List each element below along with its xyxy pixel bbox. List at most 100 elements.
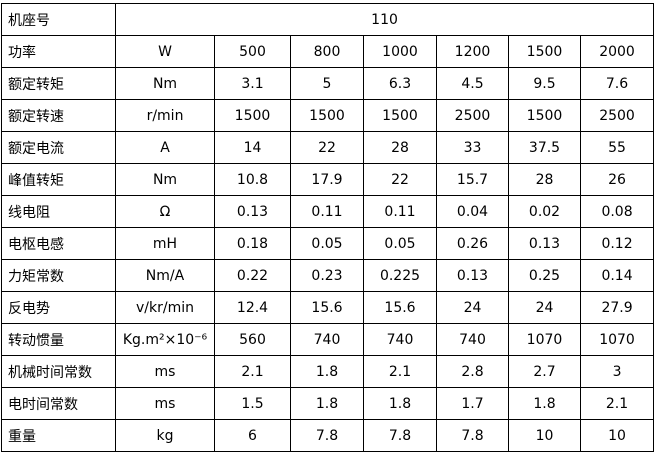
table-row: 机械时间常数 ms 2.1 1.8 2.1 2.8 2.7 3 bbox=[1, 355, 654, 388]
value-cell: 1.8 bbox=[508, 387, 581, 420]
table-row: 额定转速 r/min 1500 1500 1500 2500 1500 2500 bbox=[1, 99, 654, 132]
value-cell: 0.18 bbox=[214, 227, 291, 260]
table-row: 转动惯量 Kg.m²×10⁻⁶ 560 740 740 740 1070 1070 bbox=[1, 323, 654, 356]
value-cell: 2.1 bbox=[363, 355, 437, 388]
unit-cell: ms bbox=[115, 387, 215, 420]
row-label: 额定转速 bbox=[1, 99, 116, 132]
value-cell: 1.8 bbox=[290, 387, 364, 420]
value-cell: 0.04 bbox=[436, 195, 509, 228]
value-cell: 24 bbox=[508, 291, 581, 324]
table-row: 线电阻 Ω 0.13 0.11 0.11 0.04 0.02 0.08 bbox=[1, 195, 654, 228]
value-cell: 2.1 bbox=[579, 387, 654, 420]
row-label: 力矩常数 bbox=[1, 259, 116, 292]
value-cell: 1500 bbox=[290, 99, 364, 132]
unit-cell: Kg.m²×10⁻⁶ bbox=[115, 323, 215, 356]
table-row: 额定转矩 Nm 3.1 5 6.3 4.5 9.5 7.6 bbox=[1, 67, 654, 100]
value-cell: 2.1 bbox=[214, 355, 291, 388]
table-row: 额定电流 A 14 22 28 33 37.5 55 bbox=[1, 131, 654, 164]
value-cell: 6.3 bbox=[363, 67, 437, 100]
value-cell: 2.7 bbox=[508, 355, 581, 388]
unit-cell: kg bbox=[115, 419, 215, 452]
value-cell: 17.9 bbox=[290, 163, 364, 196]
table-row: 反电势 v/kr/min 12.4 15.6 15.6 24 24 27.9 bbox=[1, 291, 654, 324]
value-cell: 0.12 bbox=[579, 227, 654, 260]
spec-table: 机座号 110 功率 W 500 800 1000 1200 1500 2000 额定转矩 Nm 3… bbox=[1, 3, 654, 452]
table-row: 电时间常数 ms 1.5 1.8 1.8 1.7 1.8 2.1 bbox=[1, 387, 654, 420]
value-cell: 7.8 bbox=[436, 419, 509, 452]
table-row: 峰值转矩 Nm 10.8 17.9 22 15.7 28 26 bbox=[1, 163, 654, 196]
value-cell: 1.8 bbox=[290, 355, 364, 388]
unit-cell: Nm bbox=[115, 67, 215, 100]
table-row: 力矩常数 Nm/A 0.22 0.23 0.225 0.13 0.25 0.14 bbox=[1, 259, 654, 292]
unit-cell: Ω bbox=[115, 195, 215, 228]
unit-cell: r/min bbox=[115, 99, 215, 132]
row-label: 电枢电感 bbox=[1, 227, 116, 260]
value-cell: 1500 bbox=[363, 99, 437, 132]
value-cell: 500 bbox=[214, 35, 291, 68]
value-cell: 33 bbox=[436, 131, 509, 164]
header-row: 机座号 110 bbox=[1, 3, 654, 36]
value-cell: 3.1 bbox=[214, 67, 291, 100]
value-cell: 1.7 bbox=[436, 387, 509, 420]
value-cell: 7.6 bbox=[579, 67, 654, 100]
value-cell: 560 bbox=[214, 323, 291, 356]
unit-cell: Nm/A bbox=[115, 259, 215, 292]
unit-cell: mH bbox=[115, 227, 215, 260]
value-cell: 24 bbox=[436, 291, 509, 324]
value-cell: 14 bbox=[214, 131, 291, 164]
value-cell: 37.5 bbox=[508, 131, 581, 164]
value-cell: 3 bbox=[579, 355, 654, 388]
value-cell: 4.5 bbox=[436, 67, 509, 100]
value-cell: 7.8 bbox=[363, 419, 437, 452]
value-cell: 0.05 bbox=[290, 227, 364, 260]
value-cell: 1.5 bbox=[214, 387, 291, 420]
value-cell: 22 bbox=[363, 163, 437, 196]
table-row: 电枢电感 mH 0.18 0.05 0.05 0.26 0.13 0.12 bbox=[1, 227, 654, 260]
row-label: 功率 bbox=[1, 35, 116, 68]
value-cell: 12.4 bbox=[214, 291, 291, 324]
value-cell: 26 bbox=[579, 163, 654, 196]
row-label: 额定转矩 bbox=[1, 67, 116, 100]
value-cell: 0.26 bbox=[436, 227, 509, 260]
value-cell: 15.6 bbox=[290, 291, 364, 324]
header-value: 110 bbox=[114, 3, 654, 36]
value-cell: 0.22 bbox=[214, 259, 291, 292]
row-label: 机械时间常数 bbox=[1, 355, 116, 388]
value-cell: 0.13 bbox=[436, 259, 509, 292]
value-cell: 15.7 bbox=[436, 163, 509, 196]
value-cell: 1070 bbox=[579, 323, 654, 356]
value-cell: 55 bbox=[579, 131, 654, 164]
value-cell: 1070 bbox=[508, 323, 581, 356]
value-cell: 0.13 bbox=[214, 195, 291, 228]
value-cell: 7.8 bbox=[290, 419, 364, 452]
value-cell: 0.08 bbox=[579, 195, 654, 228]
value-cell: 0.05 bbox=[363, 227, 437, 260]
value-cell: 22 bbox=[290, 131, 364, 164]
table-row: 重量 kg 6 7.8 7.8 7.8 10 10 bbox=[1, 419, 654, 452]
value-cell: 1200 bbox=[436, 35, 509, 68]
row-label: 电时间常数 bbox=[1, 387, 116, 420]
row-label: 反电势 bbox=[1, 291, 116, 324]
value-cell: 740 bbox=[436, 323, 509, 356]
value-cell: 2000 bbox=[579, 35, 654, 68]
unit-cell: Nm bbox=[115, 163, 215, 196]
value-cell: 1000 bbox=[363, 35, 437, 68]
value-cell: 28 bbox=[508, 163, 581, 196]
value-cell: 0.23 bbox=[290, 259, 364, 292]
row-label: 峰值转矩 bbox=[1, 163, 116, 196]
value-cell: 0.11 bbox=[290, 195, 364, 228]
value-cell: 1.8 bbox=[363, 387, 437, 420]
value-cell: 28 bbox=[363, 131, 437, 164]
value-cell: 1500 bbox=[214, 99, 291, 132]
value-cell: 15.6 bbox=[363, 291, 437, 324]
value-cell: 740 bbox=[290, 323, 364, 356]
value-cell: 0.225 bbox=[363, 259, 437, 292]
row-label: 线电阻 bbox=[1, 195, 116, 228]
value-cell: 0.14 bbox=[579, 259, 654, 292]
row-label: 转动惯量 bbox=[1, 323, 116, 356]
value-cell: 740 bbox=[363, 323, 437, 356]
row-label: 额定电流 bbox=[1, 131, 116, 164]
value-cell: 1500 bbox=[508, 99, 581, 132]
value-cell: 0.02 bbox=[508, 195, 581, 228]
unit-cell: A bbox=[115, 131, 215, 164]
